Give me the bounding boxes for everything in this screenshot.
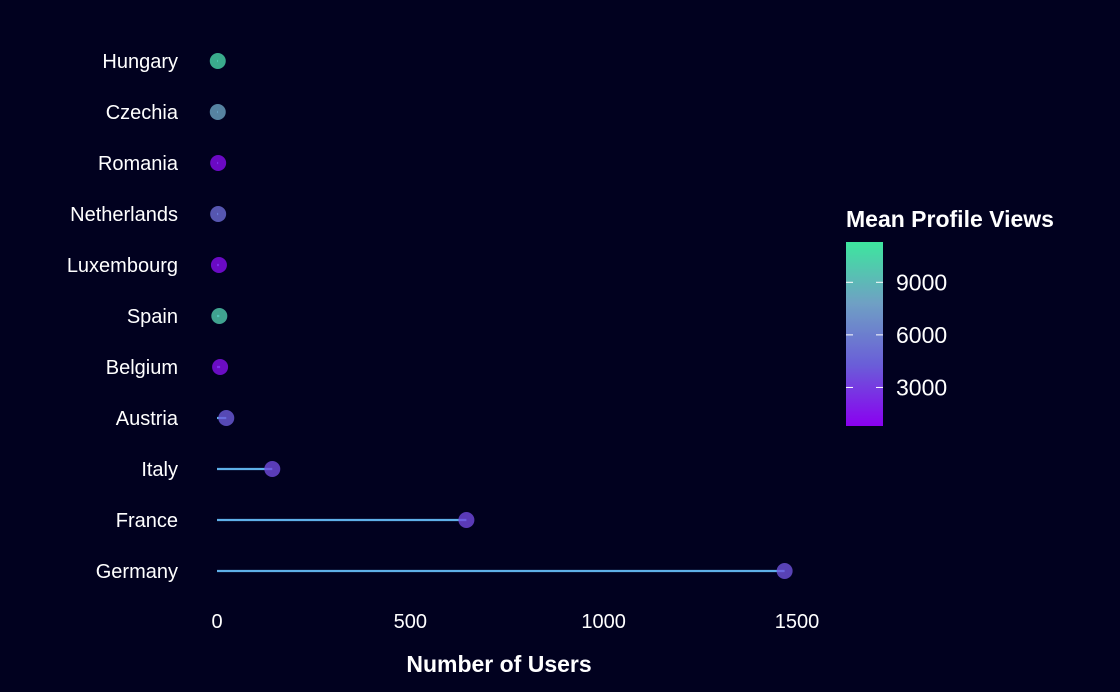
legend-tick-label-3000: 3000: [896, 374, 947, 400]
legend-tick-label-6000: 6000: [896, 322, 947, 348]
point-netherlands: [210, 206, 227, 222]
point-hungary: [209, 53, 226, 69]
y-tick-label-hungary: Hungary: [102, 51, 178, 73]
y-axis-labels: Hungary Czechia Romania Netherlands Luxembou…: [67, 51, 179, 583]
x-tick-label-1500: 1500: [775, 611, 820, 633]
point-austria: [218, 410, 235, 426]
point-belgium: [212, 359, 229, 375]
point-luxembourg: [210, 257, 227, 273]
y-tick-label-netherlands: Netherlands: [70, 204, 178, 226]
y-tick-label-czechia: Czechia: [106, 102, 179, 124]
stems-group: [217, 59, 785, 573]
y-tick-label-romania: Romania: [98, 153, 179, 175]
point-france: [458, 512, 475, 528]
x-tick-label-500: 500: [394, 611, 427, 633]
legend-title: Mean Profile Views: [846, 206, 1054, 232]
y-tick-label-italy: Italy: [141, 459, 178, 481]
legend-colorbar: [846, 242, 883, 426]
point-romania: [210, 155, 227, 171]
y-tick-label-spain: Spain: [127, 306, 178, 328]
point-italy: [264, 461, 281, 477]
point-germany: [776, 563, 793, 579]
legend-ticks: 3000 6000 9000: [846, 269, 947, 400]
color-legend: Mean Profile Views 3000 6000 9000: [846, 206, 1054, 426]
x-tick-label-1000: 1000: [581, 611, 626, 633]
points-group: [209, 53, 793, 579]
x-axis-labels: 0 500 1000 1500: [211, 611, 819, 633]
point-czechia: [209, 104, 226, 120]
x-tick-label-0: 0: [211, 611, 222, 633]
y-tick-label-germany: Germany: [96, 561, 178, 583]
y-tick-label-france: France: [116, 510, 178, 532]
y-tick-label-luxembourg: Luxembourg: [67, 255, 178, 277]
x-axis-title: Number of Users: [406, 651, 591, 677]
legend-tick-label-9000: 9000: [896, 269, 947, 295]
y-tick-label-belgium: Belgium: [106, 357, 178, 379]
y-tick-label-austria: Austria: [116, 408, 179, 430]
point-spain: [211, 308, 228, 324]
